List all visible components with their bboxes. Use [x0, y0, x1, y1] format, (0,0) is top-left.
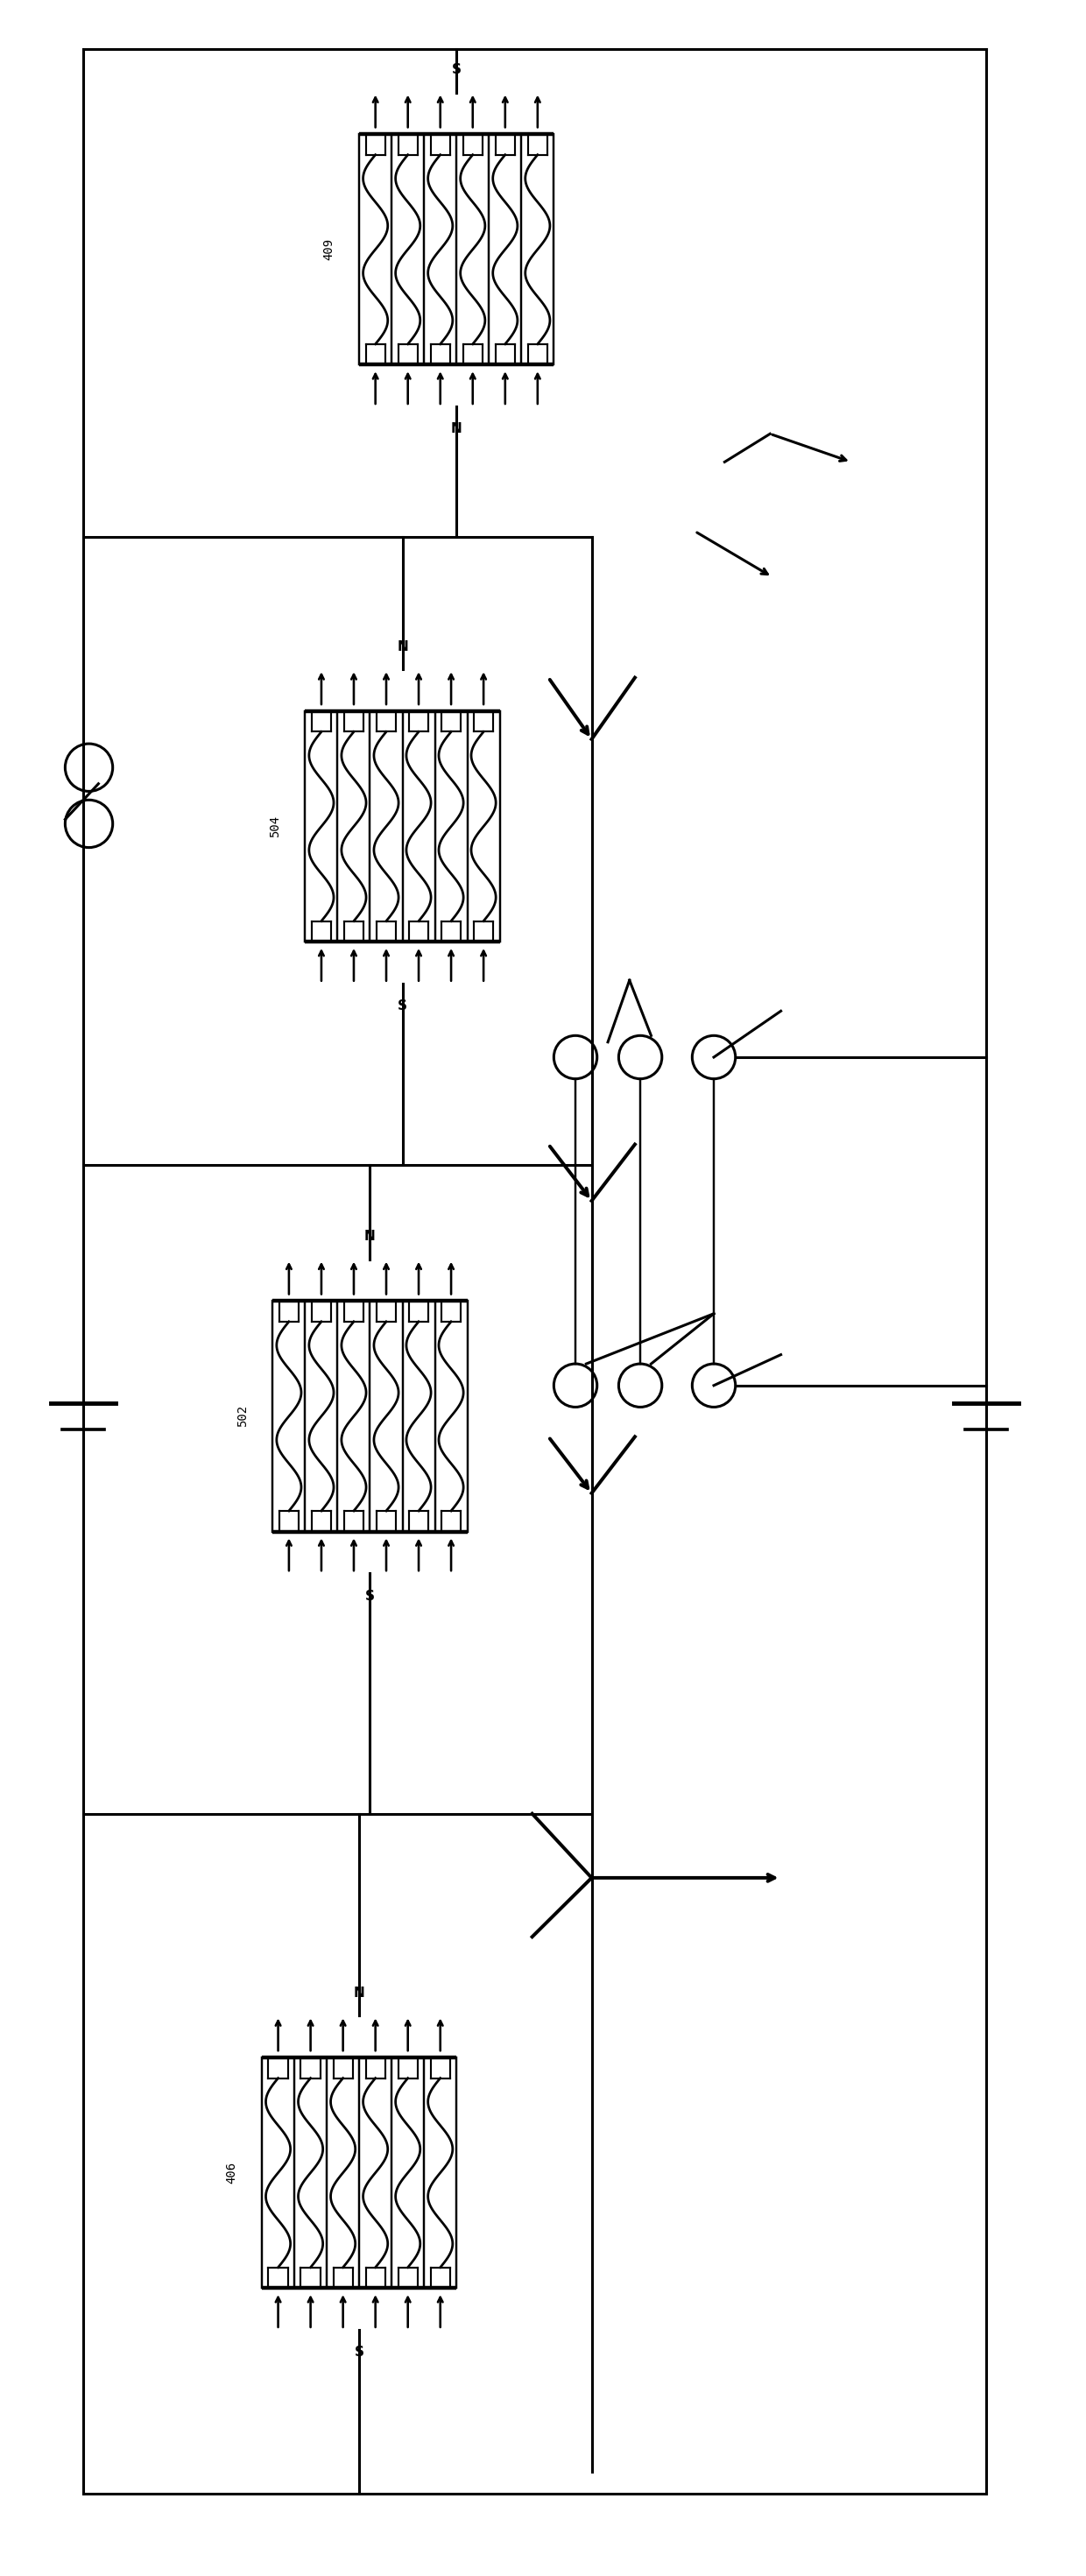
- Text: S: S: [452, 62, 462, 77]
- Text: S: S: [354, 2347, 364, 2360]
- Text: S: S: [397, 999, 407, 1012]
- Text: 502: 502: [237, 1406, 249, 1427]
- Text: S: S: [365, 1589, 375, 1602]
- Text: 504: 504: [268, 817, 281, 837]
- Text: 406: 406: [226, 2161, 238, 2184]
- Text: N: N: [365, 1229, 376, 1244]
- Text: N: N: [451, 422, 462, 435]
- Text: 409: 409: [323, 240, 336, 260]
- Text: N: N: [396, 639, 408, 654]
- Text: N: N: [354, 1986, 365, 1999]
